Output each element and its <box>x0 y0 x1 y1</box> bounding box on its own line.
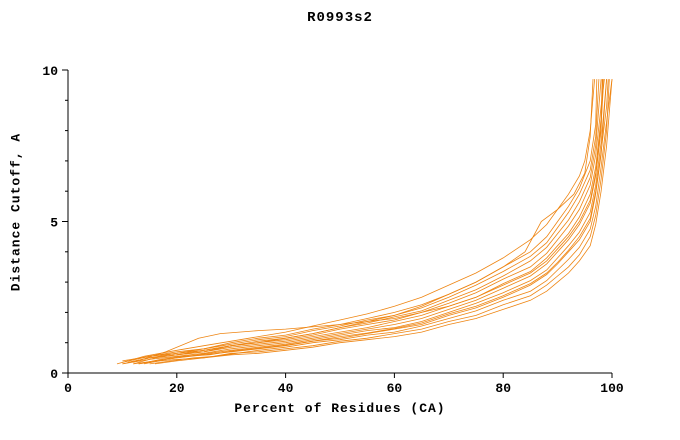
curve-10 <box>122 79 594 365</box>
x-tick-label: 20 <box>169 381 185 396</box>
curve-13 <box>138 79 609 365</box>
x-tick-label: 0 <box>64 381 72 396</box>
curve-5 <box>122 79 600 363</box>
curve-4 <box>138 79 610 365</box>
x-axis-label: Percent of Residues (CA) <box>234 401 446 416</box>
curve-11 <box>154 79 613 365</box>
curve-8 <box>149 79 613 365</box>
curve-9 <box>127 79 602 363</box>
y-tick-label: 5 <box>50 216 58 231</box>
x-tick-label: 100 <box>600 381 624 396</box>
x-tick-label: 80 <box>495 381 511 396</box>
curve-14 <box>116 79 595 365</box>
x-tick-label: 40 <box>278 381 294 396</box>
curve-6 <box>144 79 607 365</box>
y-tick-label: 0 <box>50 367 58 382</box>
chart-title: R0993s2 <box>307 10 373 26</box>
y-tick-label: 10 <box>42 64 58 79</box>
x-tick-label: 60 <box>387 381 403 396</box>
curve-7 <box>133 79 603 365</box>
curve-15 <box>133 79 605 363</box>
curve-12 <box>122 79 598 362</box>
curve-1 <box>122 79 604 365</box>
